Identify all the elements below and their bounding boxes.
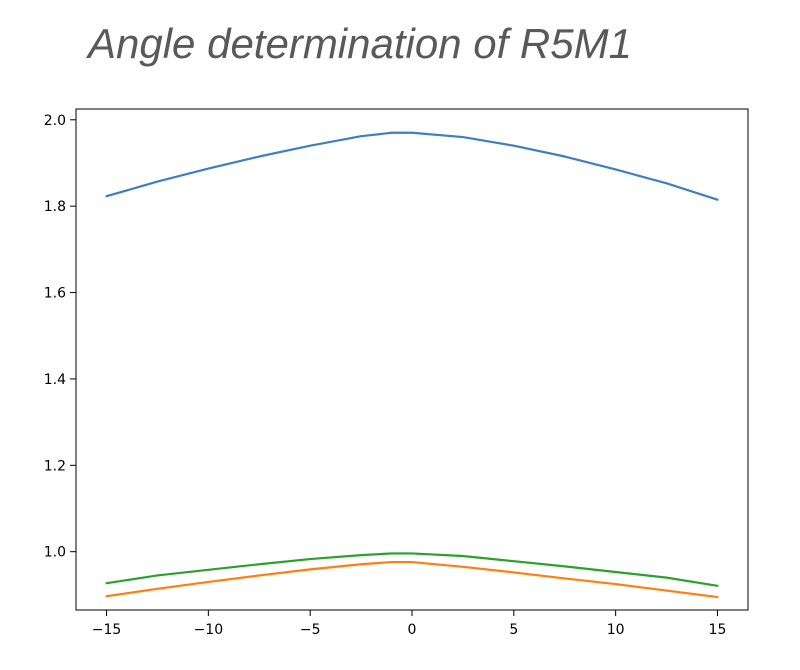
x-tick-label: 15 <box>709 622 727 638</box>
series-line-3 <box>105 560 719 599</box>
y-tick-label: 1.6 <box>44 286 66 302</box>
x-tick-label: −15 <box>92 622 122 638</box>
y-tick-label: 1.4 <box>44 372 66 388</box>
y-tick-label: 2.0 <box>44 113 66 129</box>
plot-frame <box>75 108 749 611</box>
y-tick-label: 1.2 <box>44 458 66 474</box>
x-tick-label: −5 <box>300 622 321 638</box>
x-tick-label: 10 <box>607 622 625 638</box>
plot-series <box>105 131 719 599</box>
series-line-2 <box>105 552 719 587</box>
x-tick-label: −10 <box>194 622 224 638</box>
y-tick-label: 1.8 <box>44 199 66 215</box>
x-axis: −15 −10 −5 0 5 10 15 <box>92 610 727 638</box>
y-axis: 1.0 1.2 1.4 1.6 1.8 2.0 <box>44 113 76 561</box>
y-tick-label: 1.0 <box>44 545 66 561</box>
x-tick-label: 0 <box>408 622 417 638</box>
series-line-1 <box>105 131 719 201</box>
chart-title: Angle determination of R5M1 <box>88 20 632 67</box>
x-tick-label: 5 <box>509 622 518 638</box>
